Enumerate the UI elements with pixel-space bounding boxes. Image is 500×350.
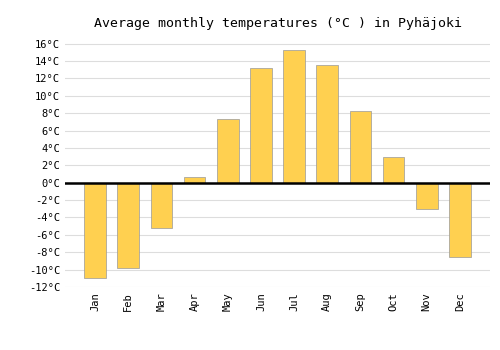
Bar [150,183,172,228]
Bar [316,65,338,183]
Bar [217,119,238,183]
Bar [84,183,106,278]
Bar [350,111,371,183]
Bar [383,157,404,183]
Bar [449,183,470,257]
Bar [118,183,139,268]
Bar [250,68,272,183]
Bar [184,177,206,183]
Bar [416,183,438,209]
Title: Average monthly temperatures (°C ) in Pyhäjoki: Average monthly temperatures (°C ) in Py… [94,17,462,30]
Bar [284,50,305,183]
